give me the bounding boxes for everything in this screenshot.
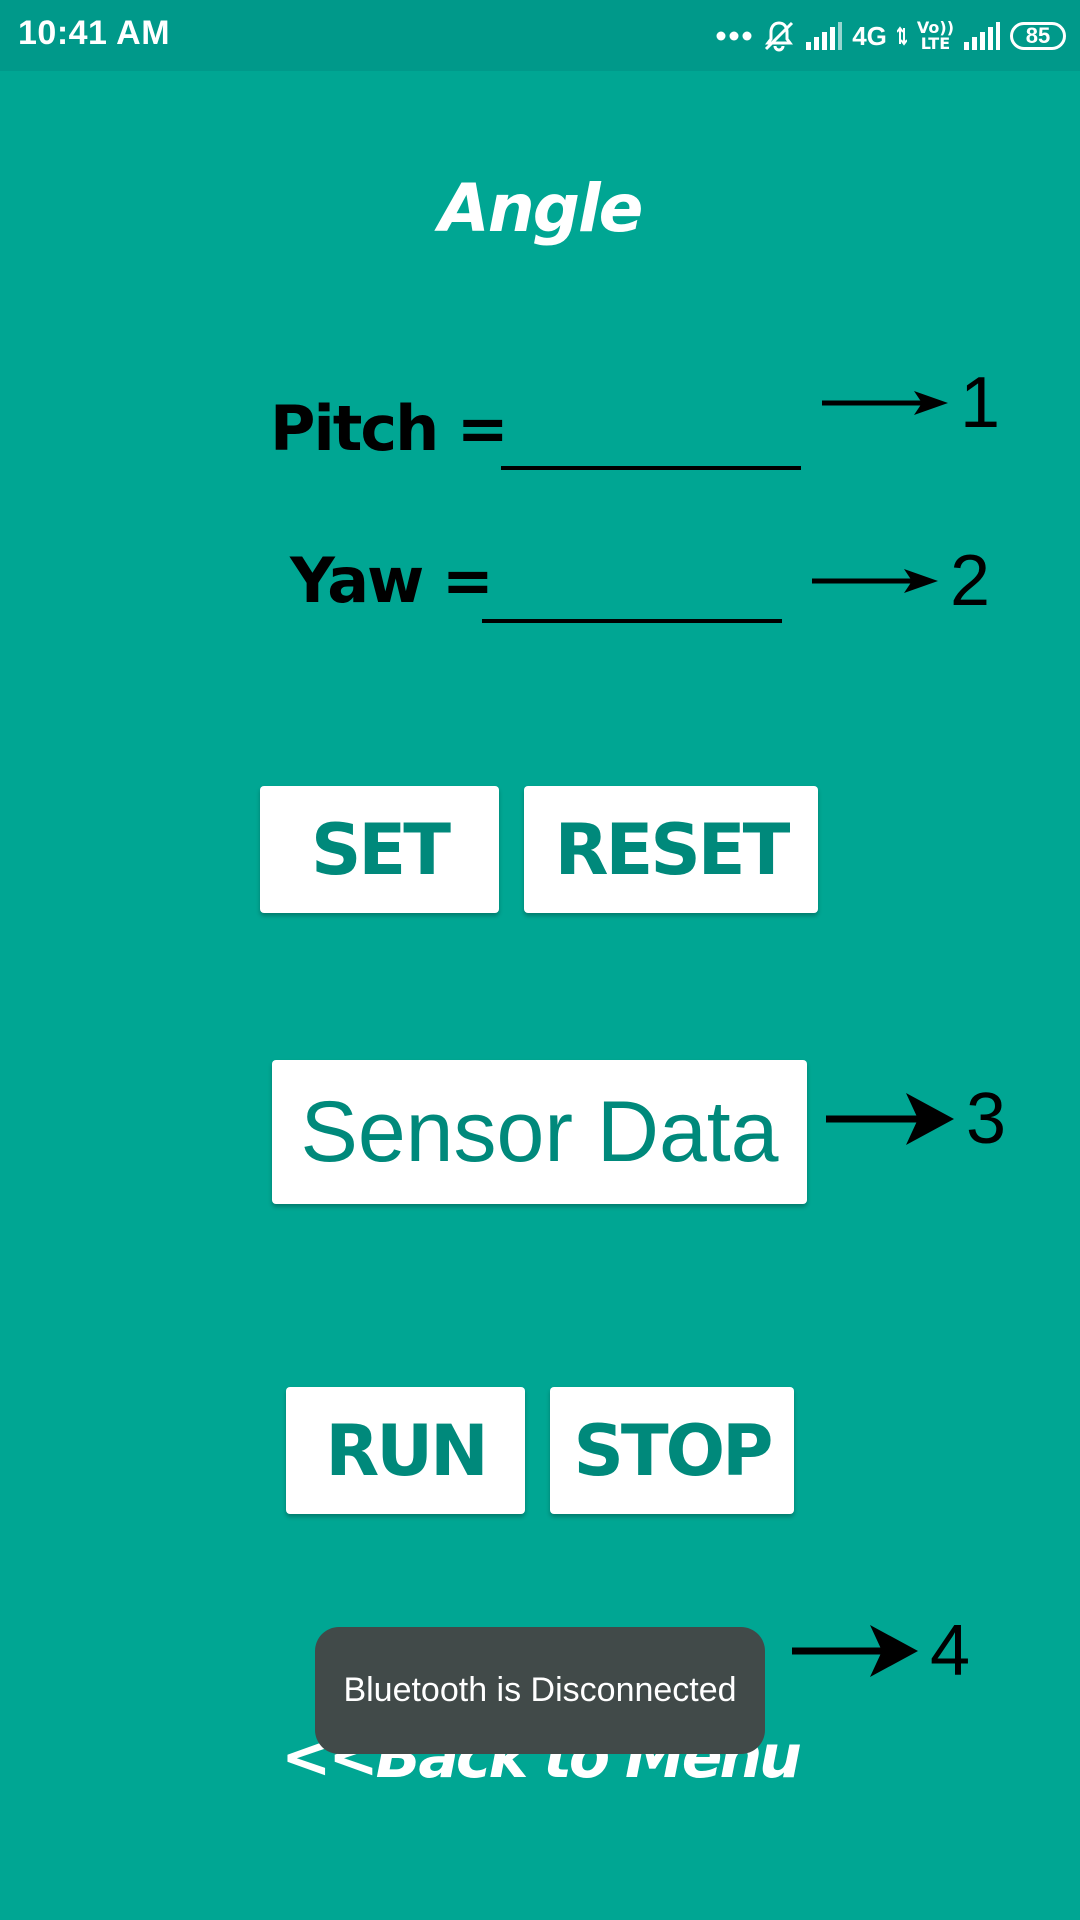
annotation-arrow-icon xyxy=(826,1093,954,1145)
status-icons: 4G Vo)) LTE 85 xyxy=(716,18,1066,54)
annotation-4: 4 xyxy=(792,1610,970,1692)
toast-message: Bluetooth is Disconnected xyxy=(315,1627,765,1754)
annotation-number: 2 xyxy=(950,541,991,621)
yaw-input[interactable] xyxy=(482,619,782,623)
network-type-icon: 4G xyxy=(852,20,887,51)
pitch-input[interactable] xyxy=(501,466,801,470)
toast-text: Bluetooth is Disconnected xyxy=(343,1671,737,1709)
annotation-arrow-icon xyxy=(812,569,938,593)
volte-top-label: Vo)) xyxy=(916,18,954,37)
annotation-number: 4 xyxy=(930,1611,971,1691)
reset-button[interactable]: RESET xyxy=(524,786,818,913)
annotation-number: 1 xyxy=(960,363,1001,443)
run-button[interactable]: RUN xyxy=(286,1387,525,1514)
annotation-arrow-icon xyxy=(822,391,948,415)
sensor-data-button[interactable]: Sensor Data xyxy=(272,1060,807,1204)
status-time: 10:41 AM xyxy=(18,14,171,52)
annotation-3: 3 xyxy=(826,1078,1006,1160)
set-button[interactable]: SET xyxy=(260,786,499,913)
stop-button[interactable]: STOP xyxy=(550,1387,794,1514)
signal-strength-2-icon xyxy=(964,22,1000,50)
annotation-arrow-icon xyxy=(792,1625,918,1677)
annotation-2: 2 xyxy=(812,540,990,622)
status-bar: 10:41 AM 4G Vo)) LTE 85 xyxy=(0,0,1080,71)
pitch-label: Pitch = xyxy=(270,392,509,465)
annotation-1: 1 xyxy=(822,362,1000,444)
annotation-number: 3 xyxy=(966,1079,1007,1159)
more-notifications-icon xyxy=(716,30,752,42)
yaw-label: Yaw = xyxy=(290,544,494,617)
battery-icon: 85 xyxy=(1010,22,1066,50)
muted-bell-icon xyxy=(762,19,796,53)
signal-strength-icon xyxy=(806,22,843,50)
volte-bottom-label: LTE xyxy=(920,34,951,53)
data-arrows-icon xyxy=(896,26,907,46)
volte-icon: Vo)) LTE xyxy=(917,20,954,52)
screen-title: Angle xyxy=(438,170,644,247)
